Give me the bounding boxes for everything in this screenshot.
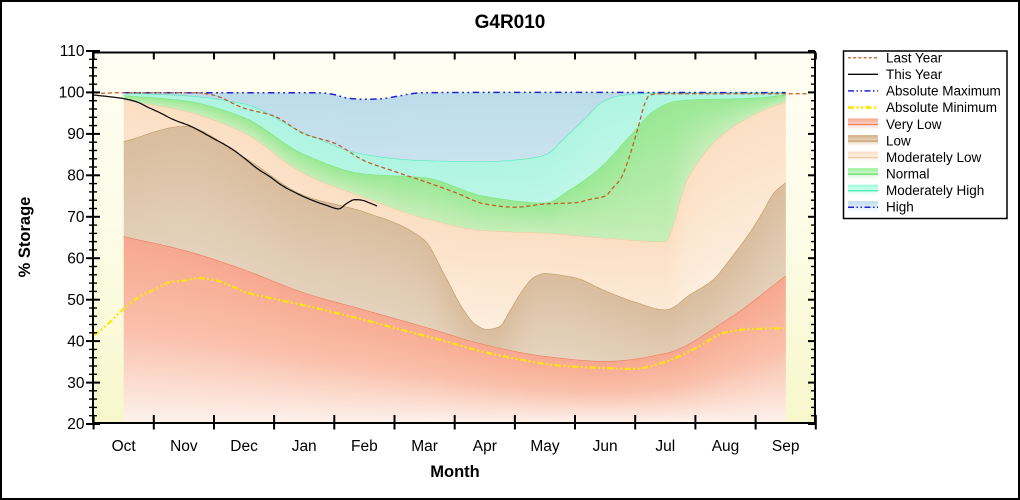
svg-text:90: 90: [67, 126, 85, 143]
svg-text:50: 50: [67, 292, 85, 309]
svg-text:100: 100: [59, 85, 85, 102]
svg-text:Feb: Feb: [351, 438, 378, 455]
svg-text:Mar: Mar: [411, 438, 438, 455]
svg-text:80: 80: [67, 168, 85, 185]
svg-text:Dec: Dec: [230, 438, 258, 455]
svg-text:20: 20: [67, 416, 85, 433]
svg-text:High: High: [886, 200, 914, 215]
svg-text:Moderately High: Moderately High: [886, 183, 984, 198]
svg-text:110: 110: [60, 43, 85, 60]
svg-text:40: 40: [67, 333, 85, 350]
svg-text:Absolute Maximum: Absolute Maximum: [886, 84, 1001, 99]
svg-text:30: 30: [67, 375, 85, 392]
svg-text:Month: Month: [430, 463, 479, 481]
svg-text:Low: Low: [886, 133, 911, 148]
svg-text:Nov: Nov: [170, 438, 198, 455]
svg-text:70: 70: [67, 209, 85, 226]
svg-text:Aug: Aug: [712, 438, 740, 455]
svg-text:Jun: Jun: [593, 438, 618, 455]
svg-text:Sep: Sep: [772, 438, 800, 455]
svg-text:This Year: This Year: [886, 67, 943, 82]
svg-text:Absolute Minimum: Absolute Minimum: [886, 100, 997, 115]
svg-text:Last Year: Last Year: [886, 51, 943, 66]
svg-text:Very Low: Very Low: [886, 117, 942, 132]
svg-text:% Storage: % Storage: [16, 197, 34, 278]
svg-text:Apr: Apr: [473, 438, 497, 455]
svg-text:Jul: Jul: [655, 438, 675, 455]
svg-text:May: May: [530, 438, 560, 455]
svg-text:G4R010: G4R010: [475, 12, 546, 33]
svg-text:60: 60: [67, 250, 85, 267]
svg-text:Jan: Jan: [292, 438, 317, 455]
svg-text:Normal: Normal: [886, 167, 930, 182]
svg-text:Moderately Low: Moderately Low: [886, 150, 982, 165]
svg-text:Oct: Oct: [112, 438, 137, 455]
